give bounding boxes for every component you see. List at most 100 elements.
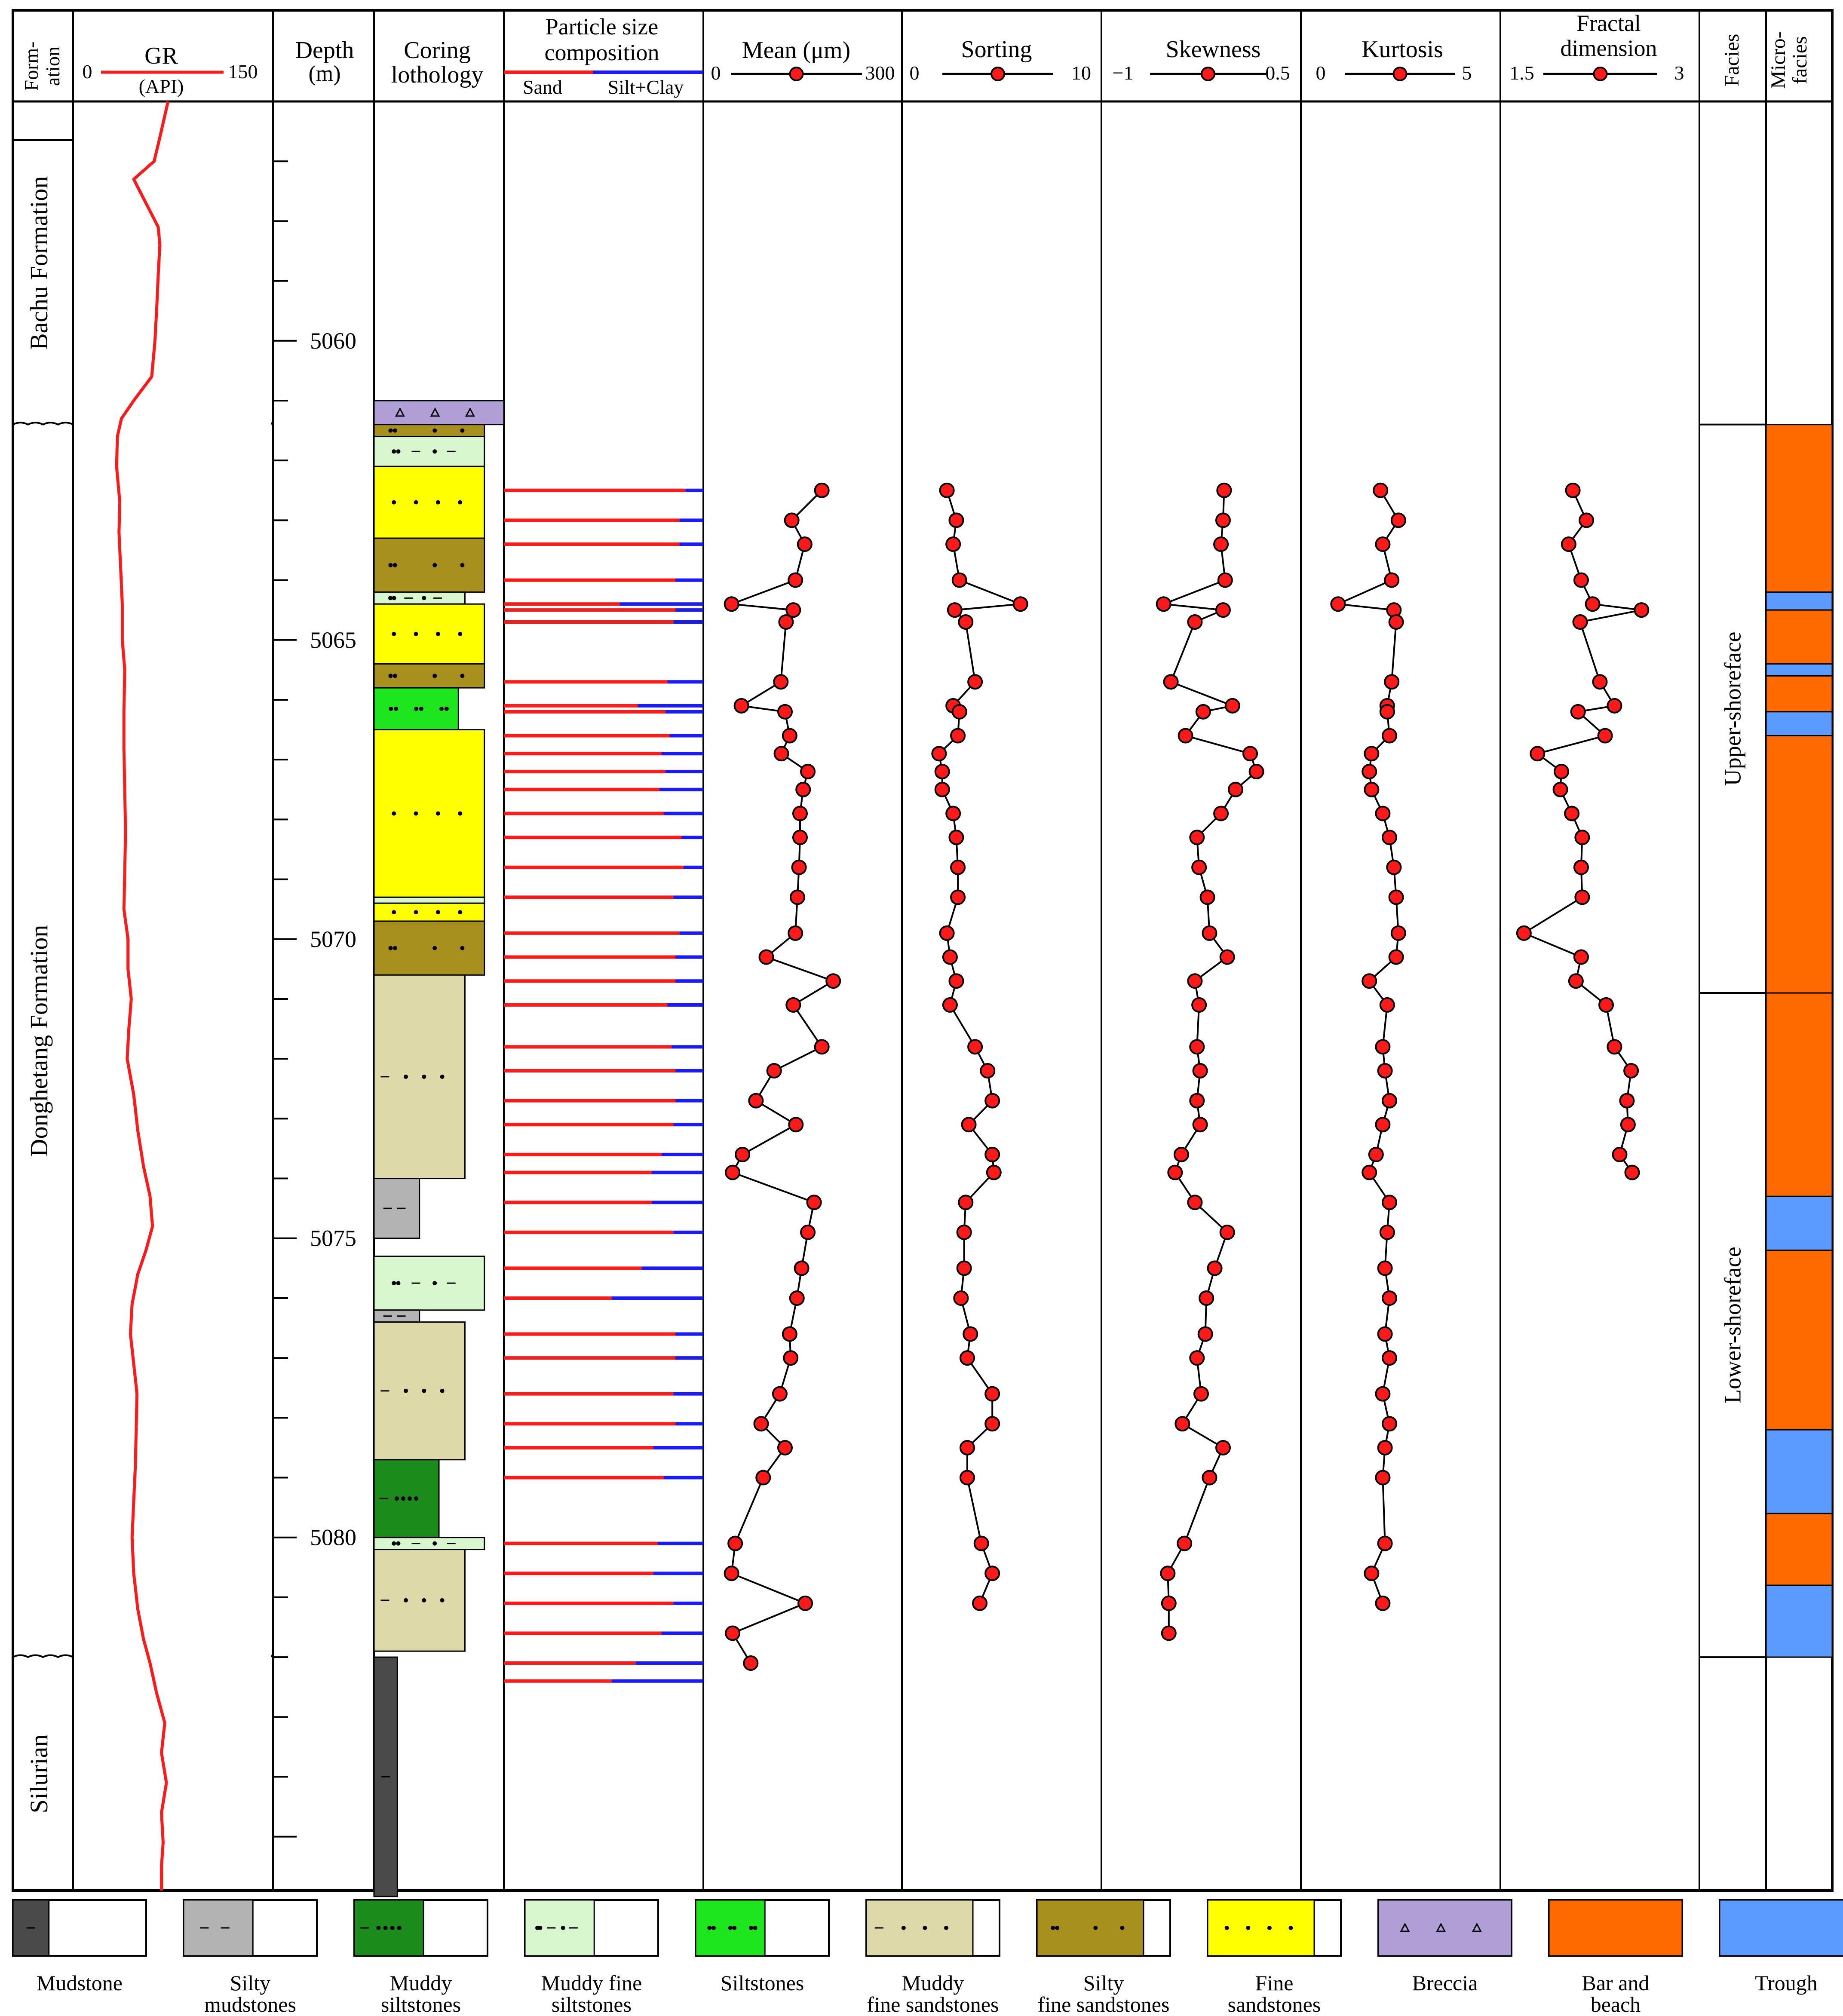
breccia-triangle [1472,1922,1482,1932]
mean-point-16 [791,859,807,875]
lith-bed-3 [373,466,485,539]
lith-dot [753,1926,757,1930]
unconformity-formation-1 [12,422,74,426]
legend-label-2: siltstones [552,1992,632,2016]
lith-dot [393,428,397,433]
mean-point-8 [733,698,749,714]
lith-dot [392,910,396,915]
mean-point-22 [814,1039,830,1055]
lith-dot [458,500,463,505]
formation-label-2: Silurian [25,1734,53,1814]
sorting-point-32 [963,1326,978,1342]
lith-dot [414,706,419,711]
lith-dot [393,946,397,950]
mean-title: Mean (μm) [742,37,850,64]
mean-point-35 [753,1416,769,1432]
lith-dot [383,1926,388,1930]
sorting-point-9 [951,704,967,720]
kurtosis-key-marker [1392,67,1408,81]
sorting-point-17 [950,889,966,905]
lith-pattern-silty-fine-sandstone-12 [388,946,465,950]
gr-curve [115,101,170,1890]
gr-title: GR [144,43,178,69]
skewness-point-14 [1213,806,1229,821]
lith-dot [923,1926,927,1930]
sorting-key-marker [990,67,1005,81]
skewness-point-25 [1192,1117,1208,1133]
lith-dot [711,1926,716,1930]
particle-silt-label: Silt+Clay [608,76,684,98]
sorting-point-22 [967,1039,983,1055]
skewness-point-7 [1163,674,1179,690]
fractal-point-25 [1620,1117,1636,1133]
legend-item-siltstone: Siltstones [695,1899,830,1995]
lith-dot [432,563,437,567]
lith-pattern-muddy-fine-sandstone-legend [874,1926,948,1930]
outer-border [12,9,1834,1892]
lith-pattern-muddy-fine-siltstone-15 [392,1281,456,1286]
formation-header-1: Form- [20,42,42,91]
kurtosis-max-label: 5 [1462,62,1472,84]
skewness-point-41 [1161,1625,1177,1641]
mean-point-2 [797,536,813,552]
mean-point-21 [785,997,801,1013]
skewness-point-15 [1189,830,1205,846]
sorting-point-21 [942,997,958,1013]
kurtosis-point-29 [1379,1224,1395,1240]
microfacies-trough-8 [1765,1195,1833,1251]
sorting-point-37 [959,1470,975,1486]
microfacies-bar-11 [1765,1513,1833,1586]
lith-dot [440,1388,445,1393]
kurtosis-point-13 [1364,781,1380,797]
legend-label-1: Fine [1255,1971,1294,1995]
lith-dot [432,428,437,433]
depth-label-3: 5075 [310,1226,356,1251]
mean-point-25 [788,1117,804,1133]
sorting-point-30 [956,1260,972,1276]
legend-label-1: Trough [1755,1971,1817,1995]
skewness-point-31 [1199,1290,1214,1306]
kurtosis-point-18 [1390,925,1406,941]
mean-point-40 [797,1595,813,1611]
sorting-point-1 [948,512,964,528]
mean-point-23 [766,1063,782,1078]
kurtosis-point-2 [1375,536,1391,552]
facies-label-1: Lower-shoreface [1720,1247,1746,1403]
skewness-point-16 [1191,859,1207,875]
skewness-point-37 [1202,1470,1217,1486]
mean-point-33 [783,1350,799,1366]
sorting-point-4 [1012,596,1028,612]
unconformity-formation-2 [12,1654,74,1658]
gr-unit: (API) [139,75,184,97]
legend-label-2: sandstones [1228,1992,1321,2016]
skewness-point-19 [1219,949,1235,965]
lith-pattern-silty-fine-sandstone-1 [388,428,465,433]
lith-dot [1288,1926,1293,1930]
lith-dot [403,1598,408,1602]
kurtosis-point-32 [1377,1326,1393,1342]
kurtosis-point-14 [1375,806,1391,821]
mean-point-3 [788,572,803,588]
legend-swatch [1719,1899,1843,1957]
sorting-point-33 [959,1350,975,1366]
skewness-point-36 [1215,1440,1231,1455]
fractal-dimension-track [1516,482,1650,1180]
lith-dot [538,1926,543,1930]
particle-header-2: composition [545,40,659,65]
kurtosis-point-11 [1364,746,1380,762]
lith-pattern-fine-sandstone-legend [1224,1926,1293,1930]
breccia-triangle [1400,1922,1410,1932]
fractal-point-26 [1612,1146,1628,1162]
legend-item-trough: Trough [1719,1899,1843,1995]
skewness-point-35 [1174,1416,1190,1432]
lith-dot [435,910,440,915]
sorting-point-27 [986,1164,1002,1180]
lith-dot [901,1926,906,1930]
legend-label-1: Silty [230,1971,270,1995]
sorting-point-2 [945,536,961,552]
microfacies-header-1: Micro- [1767,31,1790,89]
sorting-point-36 [959,1440,975,1455]
lith-pattern-silty-fine-sandstone-7 [388,674,465,678]
column-headers: Form- ation GR (API) 0 150 Depth (m) Cor… [20,10,1811,98]
fractal-header-1: Fractal [1576,10,1641,36]
